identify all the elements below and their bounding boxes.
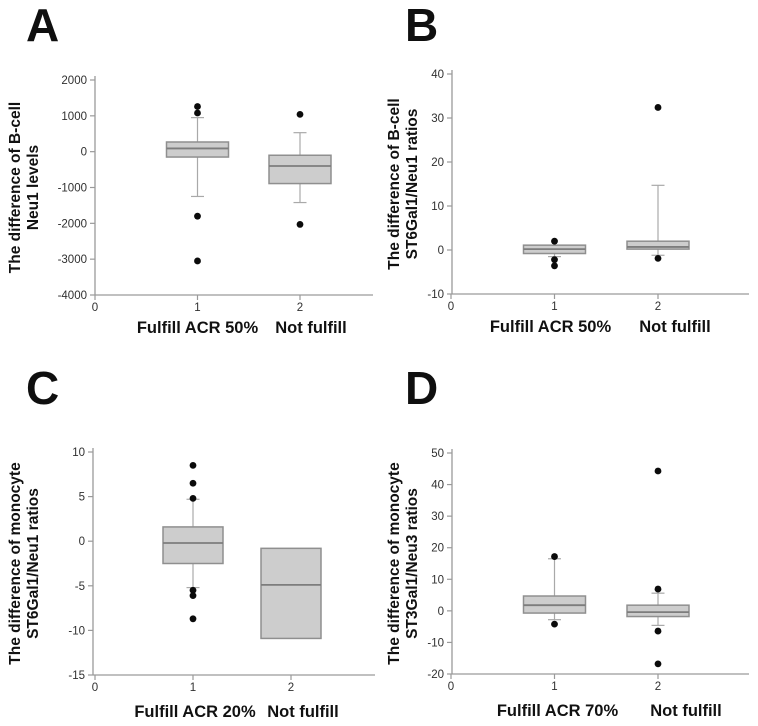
outlier-dot <box>189 615 197 623</box>
outlier-dot <box>551 237 558 245</box>
panel-letter-b: B <box>405 0 439 51</box>
y-tick-label: -2000 <box>58 218 87 230</box>
outlier-dot <box>194 257 201 265</box>
y-axis-title-line: Neu1 levels <box>25 145 42 230</box>
outlier-dot <box>654 104 662 111</box>
y-axis-title-line: ST6Gal1/Neu1 ratios <box>404 109 421 260</box>
outlier-dot <box>189 479 197 487</box>
y-tick-label: 1000 <box>61 111 87 123</box>
y-tick-label: 10 <box>72 447 85 459</box>
box <box>626 240 690 250</box>
outlier-dot <box>296 221 304 228</box>
box <box>260 547 322 640</box>
panel-d: D 50 40 30 20 10 0 -10 -20 0 1 2 Fulfill ACR 70% Not… <box>379 363 758 726</box>
group-label-fulfill: Fulfill ACR 50% <box>490 318 612 336</box>
y-tick-label: -10 <box>427 637 444 649</box>
panel-letter-c: C <box>26 362 60 414</box>
x-tick-label: 1 <box>551 681 557 693</box>
y-tick-label: 0 <box>81 147 87 159</box>
y-axis-title-line: The difference of B-cell <box>7 102 24 273</box>
y-tick-label: 0 <box>79 536 85 548</box>
group-label-fulfill: Fulfill ACR 20% <box>134 703 256 721</box>
outlier-dot <box>194 212 201 220</box>
outlier-dot <box>189 592 197 600</box>
outlier-dot <box>189 494 197 502</box>
outlier-dot <box>551 553 558 560</box>
outlier-dot <box>551 262 558 270</box>
outlier-dot <box>654 660 662 668</box>
box <box>626 604 690 618</box>
y-axis-title-line: The difference of B-cell <box>386 98 403 269</box>
group-label-not-fulfill: Not fulfill <box>639 318 710 336</box>
panel-d-plot: 50 40 30 20 10 0 -10 -20 0 1 2 Fulfill ACR 70% Not f… <box>386 448 749 720</box>
box <box>268 154 332 185</box>
outlier-dot <box>194 103 201 110</box>
x-tick-label: 0 <box>92 682 98 694</box>
group-label-fulfill: Fulfill ACR 70% <box>497 702 619 720</box>
group-label-not-fulfill: Not fulfill <box>275 319 346 337</box>
panel-c-plot: 10 5 0 -5 -10 -15 0 1 2 Fulfill ACR 20% Not fulfil… <box>7 447 375 721</box>
y-tick-label: -4000 <box>58 290 87 302</box>
y-tick-label: 30 <box>431 113 444 125</box>
outlier-dot <box>189 461 197 469</box>
y-tick-label: -10 <box>427 289 444 301</box>
y-tick-label: 30 <box>431 511 444 523</box>
y-tick-label: 0 <box>438 245 444 257</box>
y-axis-title-line: The difference of monocyte <box>7 462 24 665</box>
y-axis-title-line: The difference of monocyte <box>386 462 403 665</box>
y-tick-label: 50 <box>431 448 444 460</box>
y-tick-label: 20 <box>431 543 444 555</box>
panel-c: C 10 5 0 -5 -10 -15 0 1 2 Fulfill ACR 20% Not fulf… <box>0 363 379 726</box>
group-label-not-fulfill: Not fulfill <box>267 703 338 721</box>
box <box>165 141 230 158</box>
y-axis-title-line: ST6Gal1/Neu1 ratios <box>25 488 42 639</box>
x-tick-label: 2 <box>655 301 661 313</box>
y-tick-label: 40 <box>431 69 444 81</box>
panel-b-plot: 40 30 20 10 0 -10 0 1 2 Fulfill ACR 50% Not fulfil… <box>386 69 749 336</box>
y-tick-label: 10 <box>431 201 444 213</box>
outlier-dot <box>551 256 558 264</box>
y-tick-label: 20 <box>431 157 444 169</box>
outlier-dot <box>551 620 558 628</box>
x-tick-label: 2 <box>655 681 661 693</box>
y-tick-label: 5 <box>79 492 85 504</box>
x-tick-label: 1 <box>551 301 557 313</box>
y-tick-label: -3000 <box>58 254 87 266</box>
x-tick-label: 0 <box>448 681 454 693</box>
group-label-not-fulfill: Not fulfill <box>650 702 721 720</box>
outlier-dot <box>654 254 662 262</box>
outlier-dot <box>654 627 662 635</box>
group-label-fulfill: Fulfill ACR 50% <box>137 319 259 337</box>
outlier-dot <box>189 586 197 594</box>
y-tick-label: -5 <box>75 581 85 593</box>
y-tick-label: 40 <box>431 480 444 492</box>
x-tick-label: 1 <box>194 302 200 314</box>
panel-b: B 40 30 20 10 0 -10 0 1 2 Fulfill ACR 50% Not fulf… <box>379 0 758 363</box>
panel-a: A 2000 1000 0 -1000 -2000 -3000 -4000 0 1 2 Fulfil… <box>0 0 379 363</box>
outlier-dot <box>194 109 201 117</box>
y-tick-label: 2000 <box>61 75 87 87</box>
y-tick-label: 10 <box>431 574 444 586</box>
y-tick-label: -15 <box>68 670 85 682</box>
panel-letter-d: D <box>405 362 439 414</box>
x-tick-label: 0 <box>92 302 98 314</box>
panel-a-plot: 2000 1000 0 -1000 -2000 -3000 -4000 0 1 2 Fulfill … <box>7 75 373 337</box>
box <box>162 526 224 565</box>
y-tick-label: -20 <box>427 669 444 681</box>
y-tick-label: -10 <box>68 625 85 637</box>
panel-letter-a: A <box>26 0 60 51</box>
y-tick-label: -1000 <box>58 183 87 195</box>
outlier-dot <box>654 467 662 475</box>
x-tick-label: 2 <box>288 682 294 694</box>
y-tick-label: 0 <box>438 606 444 618</box>
outlier-dot <box>296 111 304 118</box>
y-axis-title-line: ST3Gal1/Neu3 ratios <box>404 488 421 639</box>
x-tick-label: 0 <box>448 301 454 313</box>
x-tick-label: 2 <box>297 302 303 314</box>
x-tick-label: 1 <box>190 682 196 694</box>
outlier-dot <box>654 585 662 593</box>
